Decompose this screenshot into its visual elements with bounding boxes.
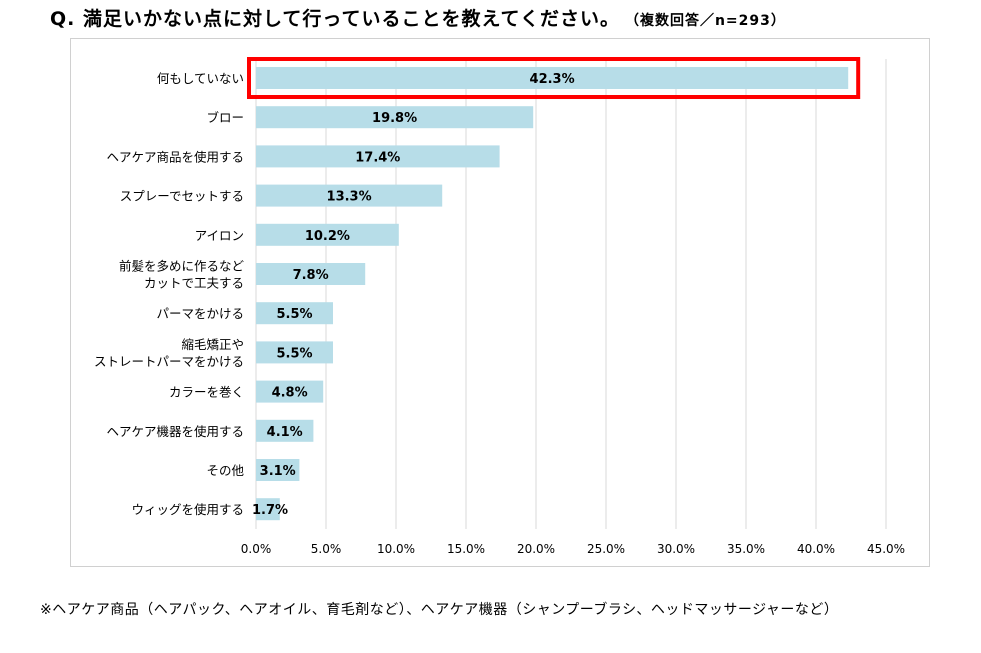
title-text: Q. 満足いかない点に対して行っていることを教えてください。 xyxy=(50,8,620,30)
x-tick-label: 15.0% xyxy=(447,542,485,556)
category-label: スプレーでセットする xyxy=(120,189,244,204)
chart-frame: 0.0% 5.0% 10.0% 15.0% 20.0% 25.0% 30.0% 35.0% 40… xyxy=(70,38,930,567)
x-tick-label: 25.0% xyxy=(587,542,625,556)
x-tick-label: 45.0% xyxy=(867,542,905,556)
bar xyxy=(256,419,314,442)
bar xyxy=(256,498,280,521)
x-tick-label: 30.0% xyxy=(657,542,695,556)
bar xyxy=(256,263,366,285)
category-label: ヘアケア商品を使用する xyxy=(106,149,244,164)
sample-size: （複数回答／n=293） xyxy=(631,13,786,29)
category-label: パーマをかける xyxy=(156,306,244,321)
data-label: 1.7% xyxy=(252,503,288,518)
category-label: ヘアケア機器を使用する xyxy=(106,424,244,439)
bar xyxy=(256,459,300,481)
data-label: 10.2% xyxy=(305,229,350,244)
bar xyxy=(256,341,333,364)
highlight-box xyxy=(247,57,861,99)
data-label: 7.8% xyxy=(293,268,329,283)
data-label: 3.1% xyxy=(260,464,296,479)
x-tick-label: 10.0% xyxy=(377,542,415,556)
category-label: 前髪を多めに作るなどカットで工夫する xyxy=(119,259,245,291)
x-tick-label: 35.0% xyxy=(727,542,765,556)
category-label: カラーを巻く xyxy=(169,385,244,400)
bar xyxy=(256,145,500,168)
bar xyxy=(256,223,399,246)
category-label: 縮毛矯正やストレートパーマをかける xyxy=(94,337,244,369)
data-label: 17.4% xyxy=(355,150,400,165)
bar xyxy=(256,302,333,325)
data-label: 4.1% xyxy=(267,425,303,440)
bar xyxy=(256,106,534,129)
bar xyxy=(256,67,849,89)
footnote: ※ヘアケア商品（ヘアパック、ヘアオイル、育毛剤など）、ヘアケア機器（シャンプーブ… xyxy=(40,602,839,618)
x-tick-label: 5.0% xyxy=(311,542,342,556)
category-label: ブロー xyxy=(206,110,244,125)
data-label: 42.3% xyxy=(530,72,575,87)
category-label: ウィッグを使用する xyxy=(131,502,244,517)
category-label: その他 xyxy=(206,463,244,478)
question-title: Q. 満足いかない点に対して行っていることを教えてください。 （複数回答／n=29… xyxy=(50,4,786,31)
data-label: 19.8% xyxy=(372,111,417,126)
bar-chart: 0.0% 5.0% 10.0% 15.0% 20.0% 25.0% 30.0% 35.0% 40… xyxy=(94,57,905,556)
data-label: 4.8% xyxy=(272,386,308,401)
bar xyxy=(256,184,443,207)
data-label: 5.5% xyxy=(276,307,312,322)
bar xyxy=(256,380,324,403)
x-tick-label: 0.0% xyxy=(241,542,272,556)
category-label: 何もしていない xyxy=(157,71,244,86)
x-tick-label: 20.0% xyxy=(517,542,555,556)
data-label: 5.5% xyxy=(276,346,312,361)
data-label: 13.3% xyxy=(327,190,372,205)
category-label: アイロン xyxy=(195,228,244,243)
x-tick-label: 40.0% xyxy=(797,542,835,556)
